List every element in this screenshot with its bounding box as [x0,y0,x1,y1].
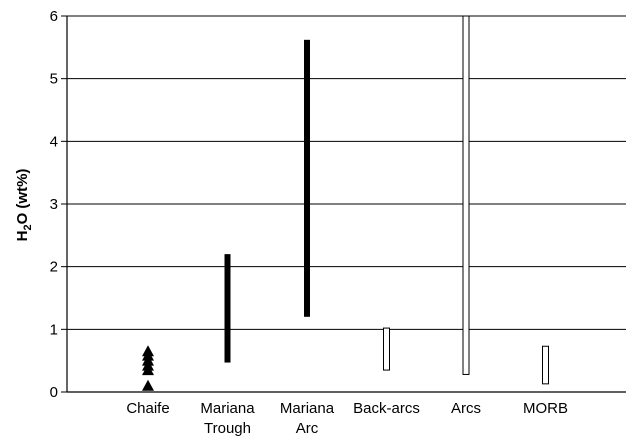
y-tick-label: 3 [50,196,58,213]
y-tick-label: 5 [50,71,58,88]
range-bar-filled [224,254,231,363]
y-tick-label: 2 [50,259,58,276]
data-marks [142,15,549,391]
y-axis-label-part: H [14,231,31,242]
y-tick-label: 0 [50,384,58,401]
range-bar-filled [304,39,310,317]
x-category-label: Arcs [451,400,481,417]
x-category-label-line: Trough [204,420,251,437]
triangle-point [142,345,154,357]
x-category-labels: Chaife Mariana Trough Mariana Arc Back-arcs Ar… [126,400,568,437]
range-bar-open [462,15,470,375]
triangle-point [142,379,154,391]
x-category-label: MORB [523,400,568,417]
x-category-label-line: MORB [523,400,568,417]
axes [61,15,626,393]
x-category-label-line: Back-arcs [353,400,420,417]
gridlines [67,15,626,330]
range-bar-open [542,345,549,385]
y-tick-labels: 0 1 2 3 4 5 6 [50,8,58,401]
x-category-label-line: Mariana [200,400,255,417]
x-category-label-line: Mariana [280,400,335,417]
x-category-label: Mariana Arc [280,400,335,437]
range-bar-open [383,327,390,371]
x-category-label-line: Arcs [451,400,481,417]
x-category-label: Back-arcs [353,400,420,417]
y-axis-label: H2O (wt%) [14,169,34,242]
x-category-label-line: Chaife [126,400,169,417]
y-tick-label: 1 [50,321,58,338]
y-tick-label: 4 [50,133,58,150]
y-axis-label-part: O (wt%) [14,169,31,225]
y-tick-label: 6 [50,8,58,25]
x-category-label-line: Arc [296,420,319,437]
y-axis-label-subscript: 2 [22,224,34,230]
x-category-label: Chaife [126,400,169,417]
x-category-label: Mariana Trough [200,400,255,437]
